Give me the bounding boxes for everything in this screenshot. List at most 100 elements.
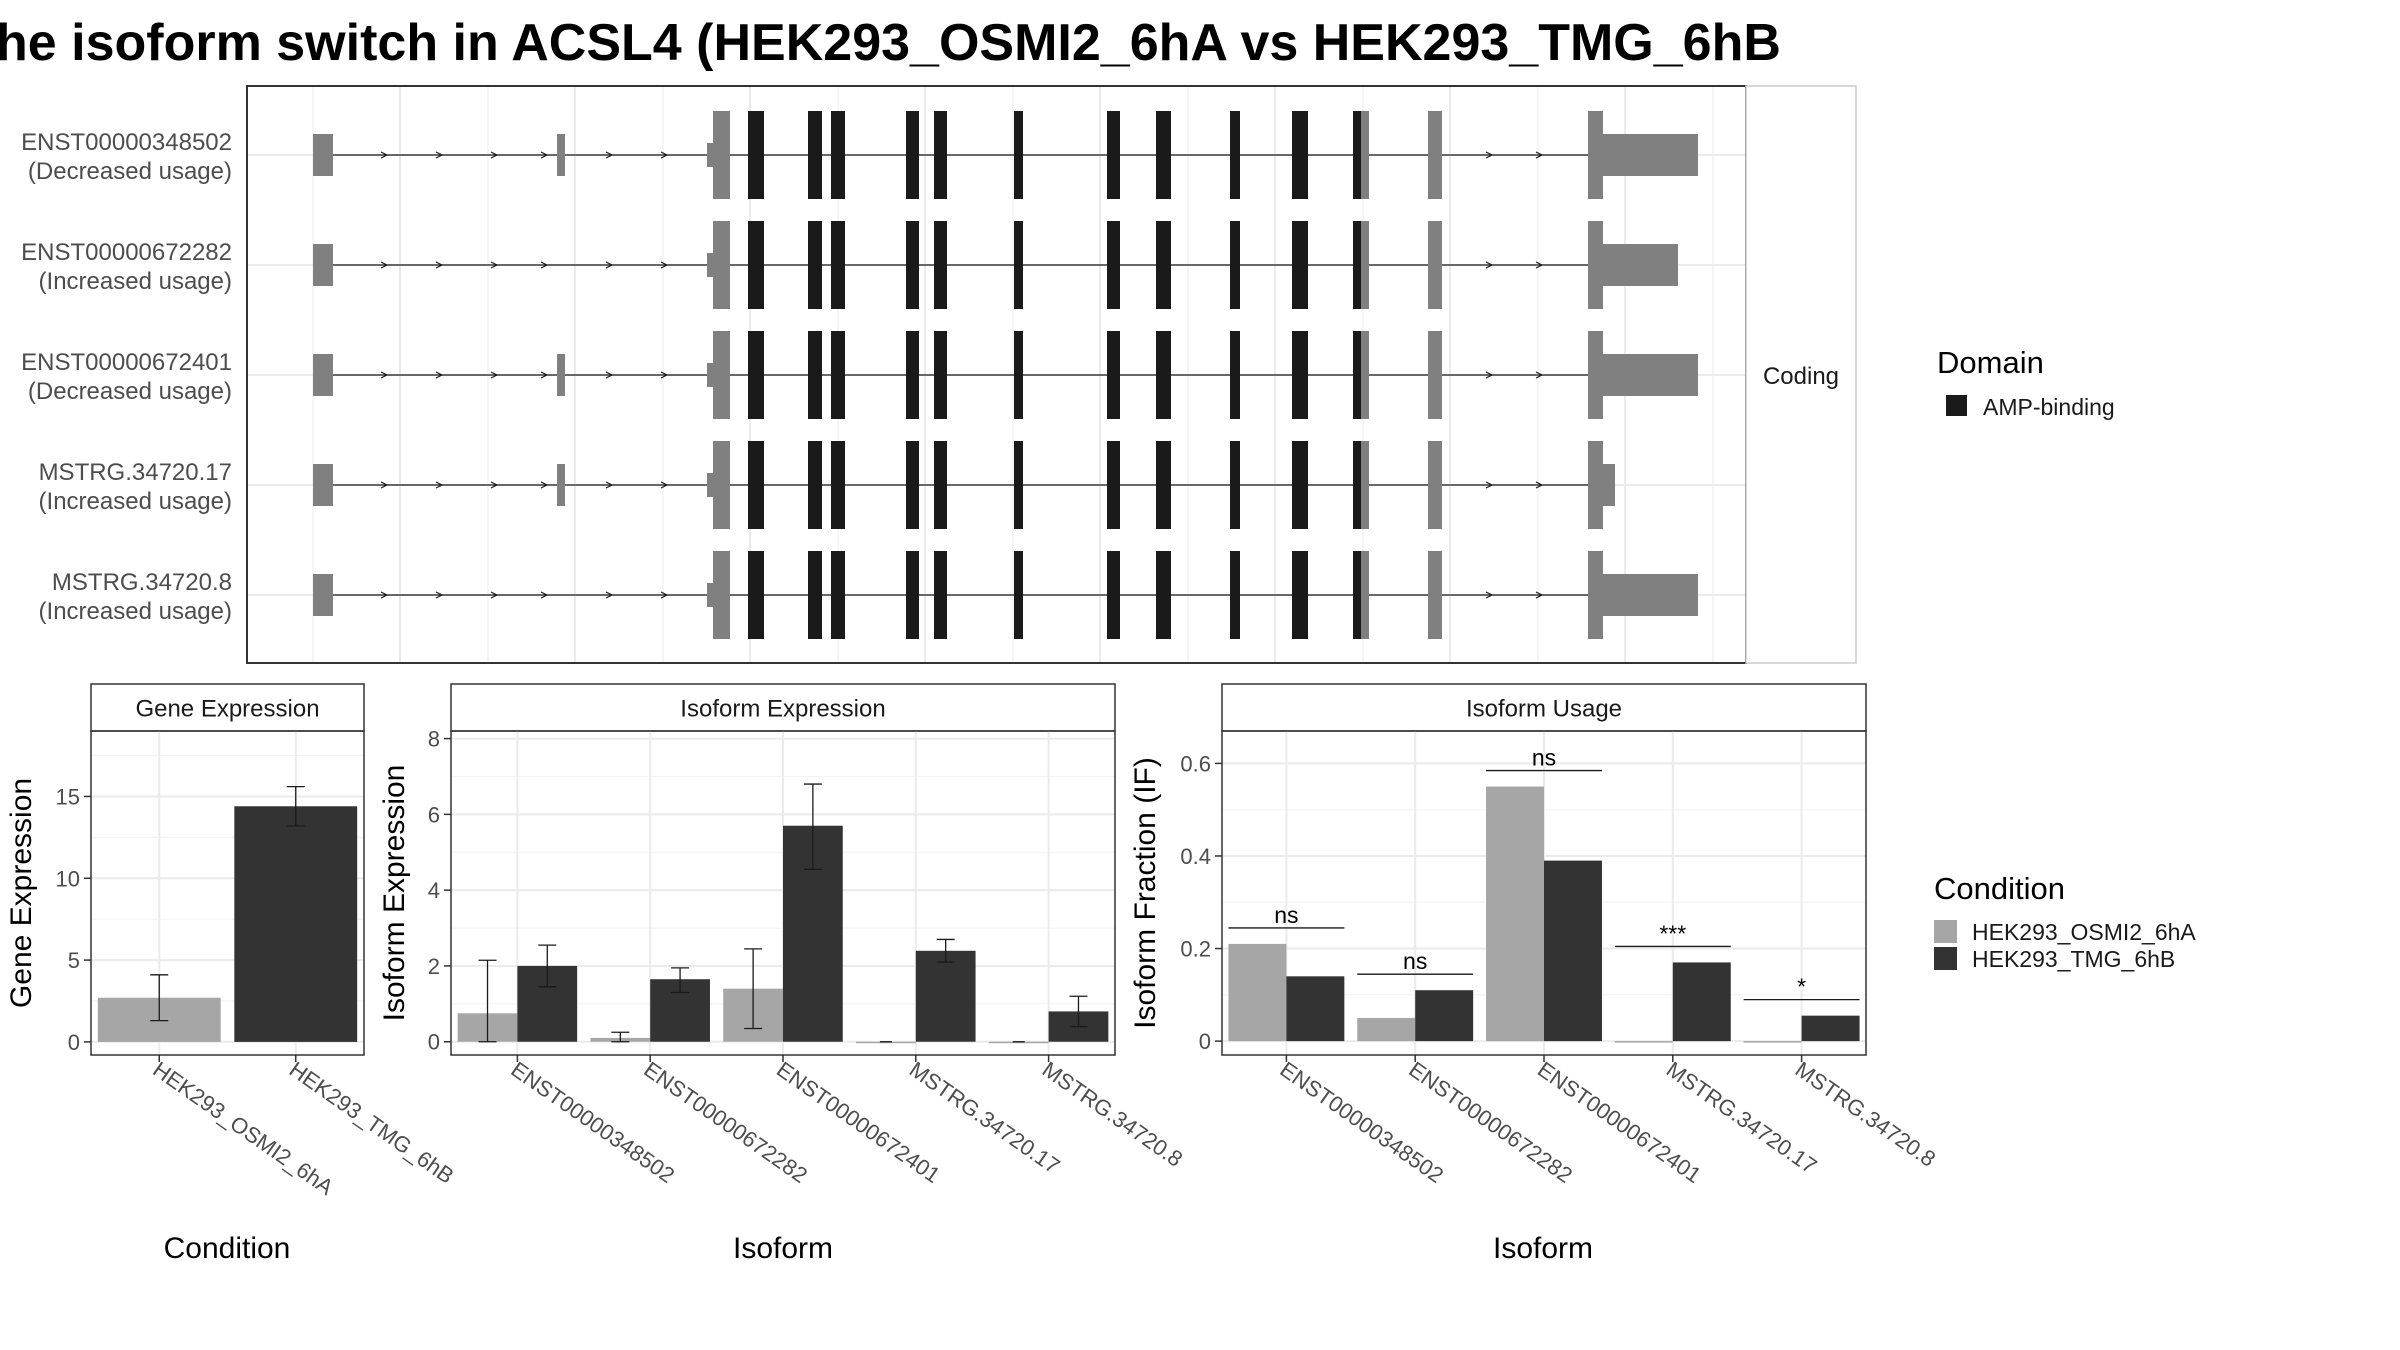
strand-arrow: [1485, 261, 1494, 269]
strand-arrow: [435, 371, 444, 379]
cds-exon: [1014, 331, 1023, 419]
cds-exon: [934, 111, 947, 199]
utr-exon: [1428, 551, 1442, 639]
cds-exon: [1156, 551, 1171, 639]
strand-arrow: [380, 481, 389, 489]
bar: [856, 1041, 916, 1044]
transcript-row: [313, 221, 1678, 309]
bar: [988, 1041, 1049, 1044]
strand-arrow: [490, 591, 499, 599]
error-bar: [286, 785, 305, 827]
cds-exon: [1230, 221, 1240, 309]
cds-exon: [748, 551, 764, 639]
utr-exon: [1588, 551, 1603, 639]
utr-exon: [557, 354, 565, 396]
cds-exon: [1292, 551, 1308, 639]
utr-exon: [557, 134, 565, 176]
transcript-row: [313, 551, 1698, 639]
legend-key: [1946, 395, 1967, 416]
cds-exon: [934, 331, 947, 419]
cds-exon: [831, 551, 845, 639]
utr-exon: [1361, 441, 1369, 529]
significance-label: *: [1797, 974, 1806, 1000]
transcript-row: [313, 331, 1698, 419]
cds-exon: [1353, 111, 1361, 199]
strand-arrow: [660, 151, 669, 159]
strand-arrow: [380, 591, 389, 599]
cds-exon: [1107, 331, 1120, 419]
x-axis-label: Condition: [164, 1232, 291, 1265]
utr-exon: [713, 111, 730, 199]
y-tick-label: 0: [428, 1030, 440, 1055]
transcript-row: [313, 111, 1698, 199]
cds-exon: [748, 441, 764, 529]
significance-label: ns: [1403, 948, 1427, 974]
utr-exon: [1588, 441, 1603, 529]
significance-label: ns: [1532, 745, 1556, 771]
transcript-id: ENST00000672282: [21, 239, 232, 266]
y-tick-label: 0.2: [1180, 937, 1211, 962]
strand-arrow: [380, 151, 389, 159]
y-tick-label: 15: [56, 784, 80, 809]
cds-exon: [1156, 111, 1171, 199]
bar: [1743, 1041, 1802, 1043]
utr-exon: [313, 354, 333, 396]
transcript-id: ENST00000348502: [21, 129, 232, 156]
isoform-usage-panel: Isoform Usagensnsns****00.20.40.6ENST000…: [1129, 683, 1940, 1265]
strand-arrow: [660, 261, 669, 269]
facet-strip-box: [1745, 85, 1857, 664]
utr-exon: [1361, 551, 1369, 639]
strand-arrow: [605, 481, 614, 489]
transcript-id: ENST00000672401: [21, 349, 232, 376]
cds-exon: [1292, 331, 1308, 419]
error-bar: [478, 959, 497, 1043]
bar: [1415, 990, 1474, 1042]
utr-exon: [707, 363, 715, 387]
strand-arrow: [435, 591, 444, 599]
cds-exon: [808, 551, 822, 639]
transcript-id: MSTRG.34720.8: [52, 569, 232, 596]
transcript-usage: (Increased usage): [39, 598, 232, 625]
strand-arrow: [1535, 591, 1544, 599]
y-tick-label: 0.6: [1180, 751, 1211, 776]
utr-exon: [1588, 111, 1603, 199]
panel-strip-title: Isoform Usage: [1466, 696, 1622, 723]
cds-exon: [1107, 441, 1120, 529]
bar: [1486, 786, 1544, 1042]
utr-exon: [313, 574, 333, 616]
bar: [234, 806, 358, 1042]
cds-exon: [906, 221, 919, 309]
utr-exon: [313, 464, 333, 506]
y-tick-label: 0.4: [1180, 844, 1211, 869]
cds-exon: [906, 331, 919, 419]
transcript-label: ENST00000672401(Decreased usage): [21, 349, 232, 405]
cds-exon: [808, 331, 822, 419]
utr-exon: [1603, 574, 1698, 616]
error-bar: [803, 783, 822, 870]
cds-exon: [1107, 111, 1120, 199]
strand-arrow: [1485, 591, 1494, 599]
cds-exon: [1156, 441, 1171, 529]
cds-exon: [1014, 111, 1023, 199]
legend-label: AMP-binding: [1983, 394, 2115, 420]
legend-key: [1934, 947, 1957, 970]
transcript-id: MSTRG.34720.17: [39, 459, 232, 486]
utr-exon: [1428, 221, 1442, 309]
strand-arrow: [490, 481, 499, 489]
strand-arrow: [1535, 481, 1544, 489]
strand-arrow: [660, 371, 669, 379]
transcript-label: ENST00000348502(Decreased usage): [21, 129, 232, 185]
utr-exon: [713, 441, 730, 529]
y-tick-label: 10: [56, 866, 80, 891]
cds-exon: [1107, 221, 1120, 309]
error-bar: [611, 1031, 630, 1043]
structure-facet-strip: Coding: [1745, 85, 1857, 664]
cds-exon: [1230, 441, 1240, 529]
cds-exon: [1156, 331, 1171, 419]
legend-title: Condition: [1934, 871, 2065, 906]
strand-arrow: [540, 371, 549, 379]
utr-exon: [713, 221, 730, 309]
y-tick-label: 0: [1199, 1029, 1211, 1054]
transcript-usage: (Increased usage): [39, 488, 232, 515]
